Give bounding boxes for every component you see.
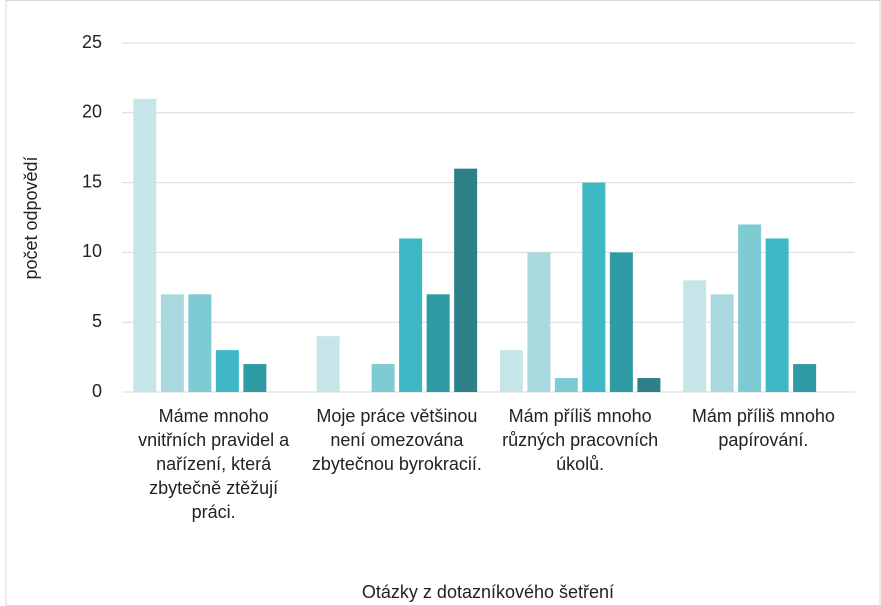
bar bbox=[243, 364, 267, 392]
bar bbox=[426, 294, 450, 392]
y-tick-label: 20 bbox=[82, 102, 102, 122]
bar bbox=[637, 378, 661, 392]
y-tick-label: 15 bbox=[82, 171, 102, 191]
bar bbox=[160, 294, 184, 392]
y-tick-label: 0 bbox=[92, 381, 102, 401]
bar bbox=[399, 238, 423, 392]
bar bbox=[188, 294, 212, 392]
bar bbox=[765, 238, 789, 392]
bar bbox=[710, 294, 734, 392]
x-tick-label: Máme mnoho vnitřních pravidel a nařízení… bbox=[138, 406, 290, 522]
bar bbox=[554, 378, 578, 392]
y-axis-label: počet odpovědí bbox=[21, 156, 41, 279]
x-tick-label: Mám příliš mnoho různých pracovních úkol… bbox=[502, 406, 659, 474]
bar bbox=[683, 280, 707, 392]
x-tick-label: Mám příliš mnoho papírování. bbox=[691, 406, 835, 450]
bar bbox=[738, 224, 762, 392]
y-tick-label: 25 bbox=[82, 32, 102, 52]
bar bbox=[499, 350, 523, 392]
bar bbox=[371, 364, 395, 392]
bar bbox=[454, 168, 478, 392]
y-tick-label: 5 bbox=[92, 311, 102, 331]
bar bbox=[582, 182, 606, 392]
y-tick-label: 10 bbox=[82, 241, 102, 261]
bar bbox=[527, 252, 551, 392]
bar bbox=[609, 252, 633, 392]
bar bbox=[793, 364, 817, 392]
x-tick-label: Moje práce většinou není omezována zbyte… bbox=[311, 406, 482, 474]
bar bbox=[316, 336, 340, 392]
bar bbox=[215, 350, 239, 392]
bar bbox=[133, 98, 157, 392]
x-axis-label: Otázky z dotazníkového šetření bbox=[362, 582, 614, 602]
